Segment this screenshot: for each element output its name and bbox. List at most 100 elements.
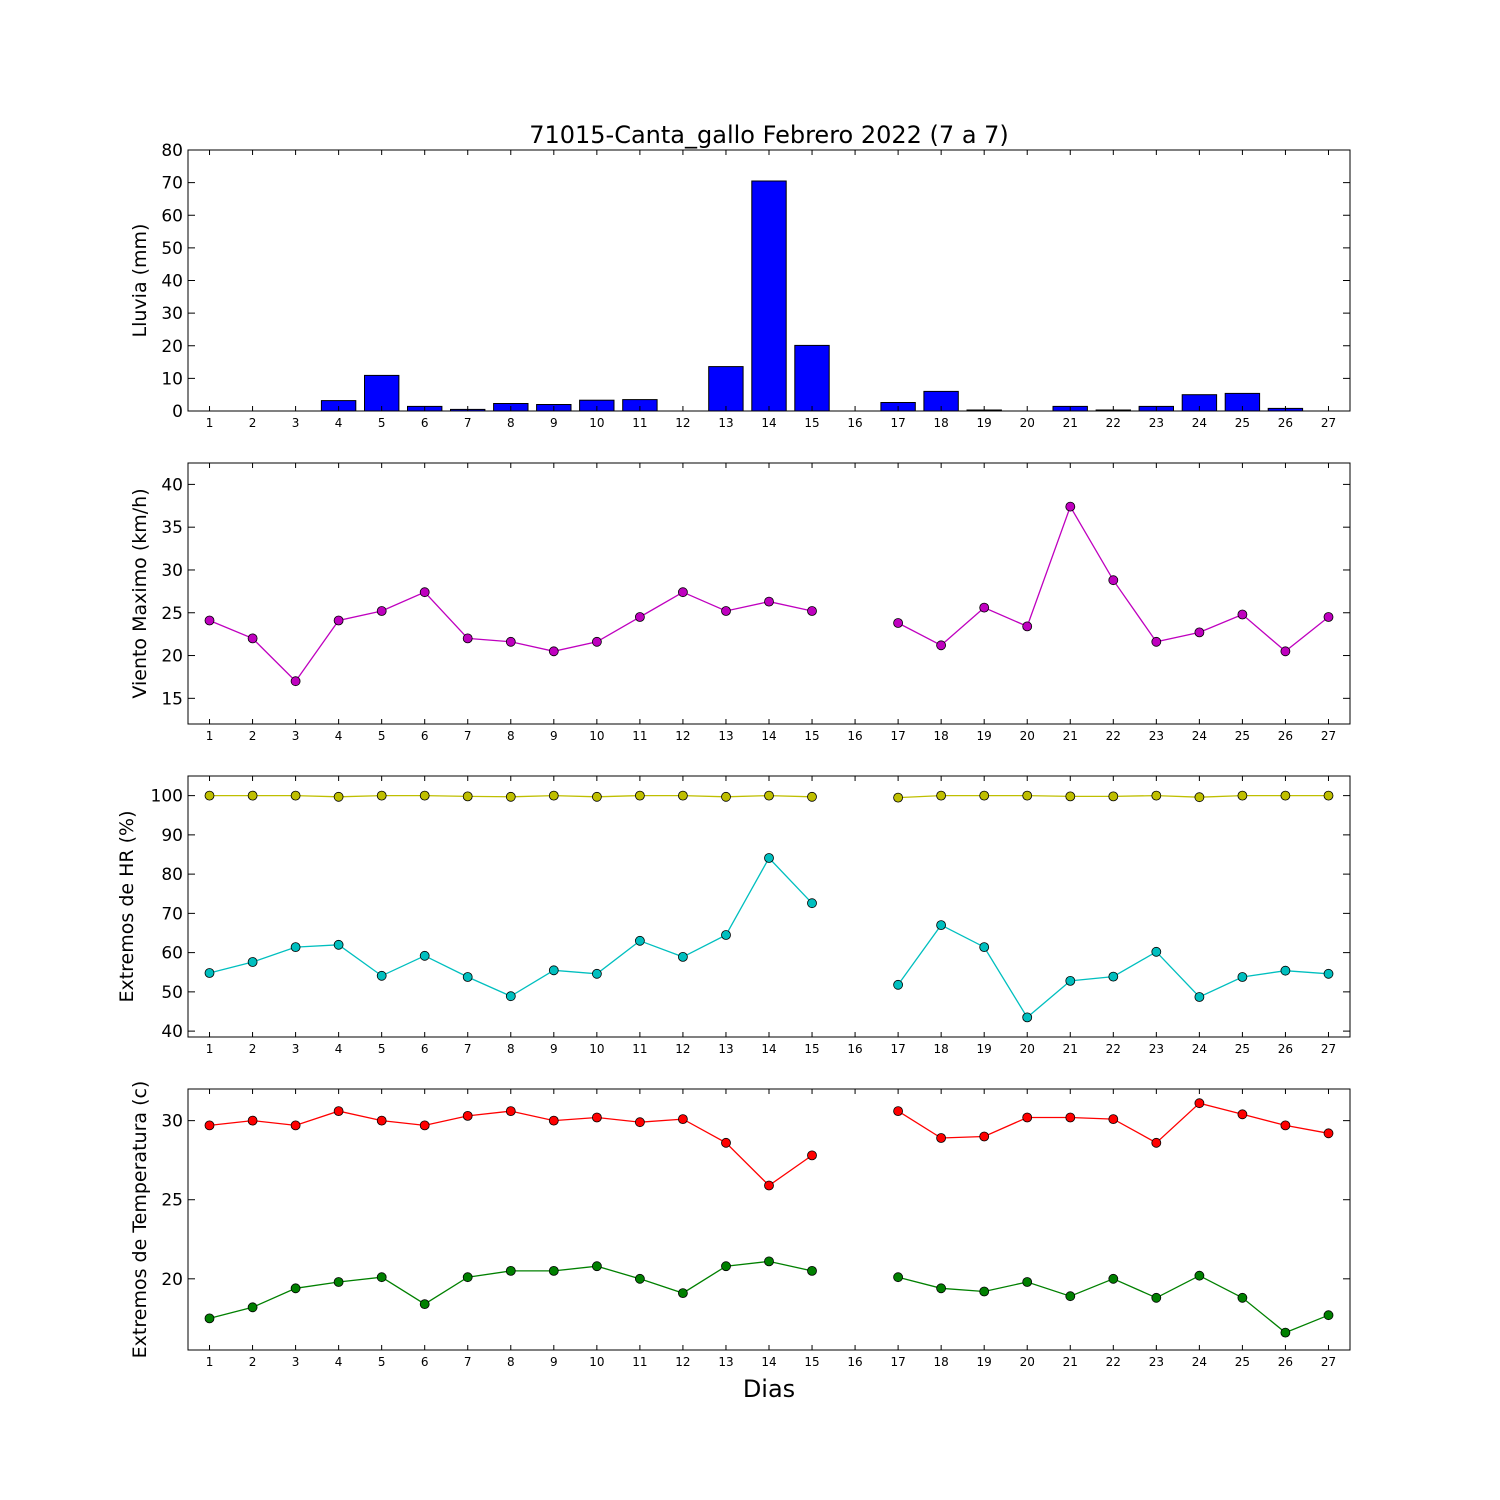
y-tick-label: 100 bbox=[151, 787, 183, 807]
humidity-point-1-day-13 bbox=[721, 791, 731, 802]
temperature-point-1-day-9 bbox=[548, 1115, 559, 1126]
x-tick-label: 8 bbox=[507, 1355, 515, 1369]
x-tick-label: 12 bbox=[675, 416, 690, 430]
x-tick-label: 11 bbox=[632, 416, 647, 430]
wind-point-1-day-19 bbox=[979, 602, 990, 613]
x-tick-label: 12 bbox=[675, 1355, 690, 1369]
temperature-point-1-day-27 bbox=[1323, 1128, 1334, 1139]
temperature-point-2-day-1 bbox=[204, 1313, 215, 1324]
humidity-point-1-day-7 bbox=[462, 791, 473, 802]
wind-x-ticks: 1 2 3 4 5 6 7 8 9 10 11 12 13 14 15 16 17 18 19 20 21 22 23 24 2… bbox=[206, 463, 1336, 743]
humidity-point-1-day-27 bbox=[1323, 790, 1334, 801]
humidity-point-2-day-17 bbox=[893, 979, 903, 990]
x-tick-label: 14 bbox=[761, 1042, 776, 1056]
temperature-point-2-day-14 bbox=[764, 1256, 774, 1267]
x-tick-label: 16 bbox=[847, 1042, 862, 1056]
humidity-point-1-day-18 bbox=[936, 790, 946, 801]
wind-series-1 bbox=[204, 501, 1334, 687]
x-tick-label: 19 bbox=[977, 1355, 992, 1369]
temperature-point-2-day-3 bbox=[290, 1283, 301, 1294]
x-tick-label: 18 bbox=[934, 729, 949, 743]
humidity-point-1-day-26 bbox=[1280, 790, 1291, 801]
humidity-point-1-day-4 bbox=[333, 791, 344, 802]
temperature-point-2-day-17 bbox=[893, 1272, 903, 1283]
panel-wind: 1 2 3 4 5 6 7 8 9 10 11 12 13 14 15 16 17 18 19 20 21 22 23 24 2… bbox=[129, 462, 1351, 743]
x-tick-label: 2 bbox=[249, 1355, 257, 1369]
wind-point-1-day-20 bbox=[1022, 621, 1033, 632]
x-tick-label: 8 bbox=[507, 1042, 515, 1056]
x-tick-label: 21 bbox=[1063, 1042, 1078, 1056]
x-tick-label: 10 bbox=[589, 1042, 604, 1056]
x-tick-label: 27 bbox=[1321, 416, 1336, 430]
y-tick-label: 35 bbox=[161, 518, 183, 538]
x-tick-label: 21 bbox=[1063, 416, 1078, 430]
humidity-point-2-day-11 bbox=[635, 935, 645, 946]
x-tick-label: 19 bbox=[977, 416, 992, 430]
humidity-point-2-day-4 bbox=[333, 939, 344, 950]
temperature-point-2-day-4 bbox=[333, 1277, 344, 1287]
temperature-y-ticks: 20 25 30 bbox=[161, 1112, 1350, 1290]
x-tick-label: 2 bbox=[249, 416, 257, 430]
x-tick-label: 11 bbox=[632, 729, 647, 743]
x-tick-label: 6 bbox=[421, 416, 429, 430]
x-tick-label: 20 bbox=[1020, 1042, 1035, 1056]
humidity-point-2-day-26 bbox=[1280, 965, 1291, 976]
temperature-point-2-day-10 bbox=[592, 1261, 602, 1272]
rain-bar-day-13 bbox=[708, 366, 744, 412]
temperature-point-1-day-10 bbox=[592, 1112, 602, 1123]
x-tick-label: 26 bbox=[1278, 1355, 1293, 1369]
humidity-point-1-day-12 bbox=[678, 790, 688, 801]
y-tick-label: 80 bbox=[161, 141, 183, 161]
panel-humidity: 1 2 3 4 5 6 7 8 9 10 11 12 13 14 15 16 17 18 19 20 21 22 23 24 2… bbox=[116, 775, 1351, 1056]
temperature-point-1-day-3 bbox=[290, 1120, 301, 1131]
x-tick-label: 13 bbox=[718, 1042, 733, 1056]
rain-bar-day-5 bbox=[364, 374, 400, 412]
x-tick-label: 23 bbox=[1149, 729, 1164, 743]
humidity-point-2-day-22 bbox=[1108, 971, 1119, 982]
x-tick-label: 24 bbox=[1192, 416, 1207, 430]
wind-point-1-day-10 bbox=[592, 636, 602, 647]
panel-temperature: 1 2 3 4 5 6 7 8 9 10 11 12 13 14 15 16 17 18 19 20 21 22 23 24 2… bbox=[129, 1081, 1351, 1369]
wind-point-1-day-27 bbox=[1323, 612, 1334, 622]
temperature-line-2-segment-2 bbox=[897, 1274, 1329, 1334]
x-tick-label: 5 bbox=[378, 1355, 386, 1369]
x-tick-label: 14 bbox=[761, 1355, 776, 1369]
x-tick-label: 27 bbox=[1321, 1355, 1336, 1369]
humidity-point-1-day-17 bbox=[893, 792, 903, 803]
y-tick-label: 40 bbox=[161, 272, 183, 292]
y-tick-label: 60 bbox=[161, 206, 183, 226]
x-tick-label: 21 bbox=[1063, 729, 1078, 743]
x-tick-label: 13 bbox=[718, 416, 733, 430]
humidity-point-2-day-3 bbox=[290, 942, 301, 952]
temperature-point-2-day-18 bbox=[936, 1283, 946, 1294]
temperature-point-1-day-25 bbox=[1237, 1109, 1248, 1120]
temperature-point-2-day-12 bbox=[678, 1288, 688, 1298]
y-tick-label: 30 bbox=[161, 304, 183, 324]
x-tick-label: 18 bbox=[934, 1355, 949, 1369]
humidity-point-2-day-6 bbox=[419, 950, 430, 961]
humidity-point-1-day-5 bbox=[376, 790, 387, 801]
y-tick-label: 15 bbox=[161, 689, 183, 709]
x-tick-label: 2 bbox=[249, 1042, 257, 1056]
humidity-point-2-day-27 bbox=[1323, 968, 1334, 979]
temperature-point-2-day-2 bbox=[247, 1302, 258, 1313]
x-tick-label: 26 bbox=[1278, 416, 1293, 430]
wind-point-1-day-7 bbox=[462, 633, 473, 644]
x-tick-label: 7 bbox=[464, 1042, 472, 1056]
temperature-point-2-day-11 bbox=[635, 1273, 645, 1284]
wind-point-1-day-22 bbox=[1108, 575, 1119, 586]
x-tick-label: 7 bbox=[464, 1355, 472, 1369]
x-tick-label: 17 bbox=[890, 1042, 905, 1056]
y-tick-label: 50 bbox=[161, 983, 183, 1003]
x-tick-label: 26 bbox=[1278, 729, 1293, 743]
x-tick-label: 1 bbox=[206, 729, 214, 743]
wind-point-1-day-1 bbox=[204, 615, 215, 626]
temperature-point-1-day-11 bbox=[635, 1117, 645, 1128]
humidity-point-2-day-15 bbox=[807, 898, 817, 909]
x-tick-label: 1 bbox=[206, 1042, 214, 1056]
humidity-y-axis-label: Extremos de HR (%) bbox=[116, 810, 138, 1002]
x-tick-label: 21 bbox=[1063, 1355, 1078, 1369]
temperature-point-1-day-19 bbox=[979, 1131, 990, 1142]
y-tick-label: 80 bbox=[161, 865, 183, 885]
humidity-point-2-day-12 bbox=[678, 952, 688, 962]
